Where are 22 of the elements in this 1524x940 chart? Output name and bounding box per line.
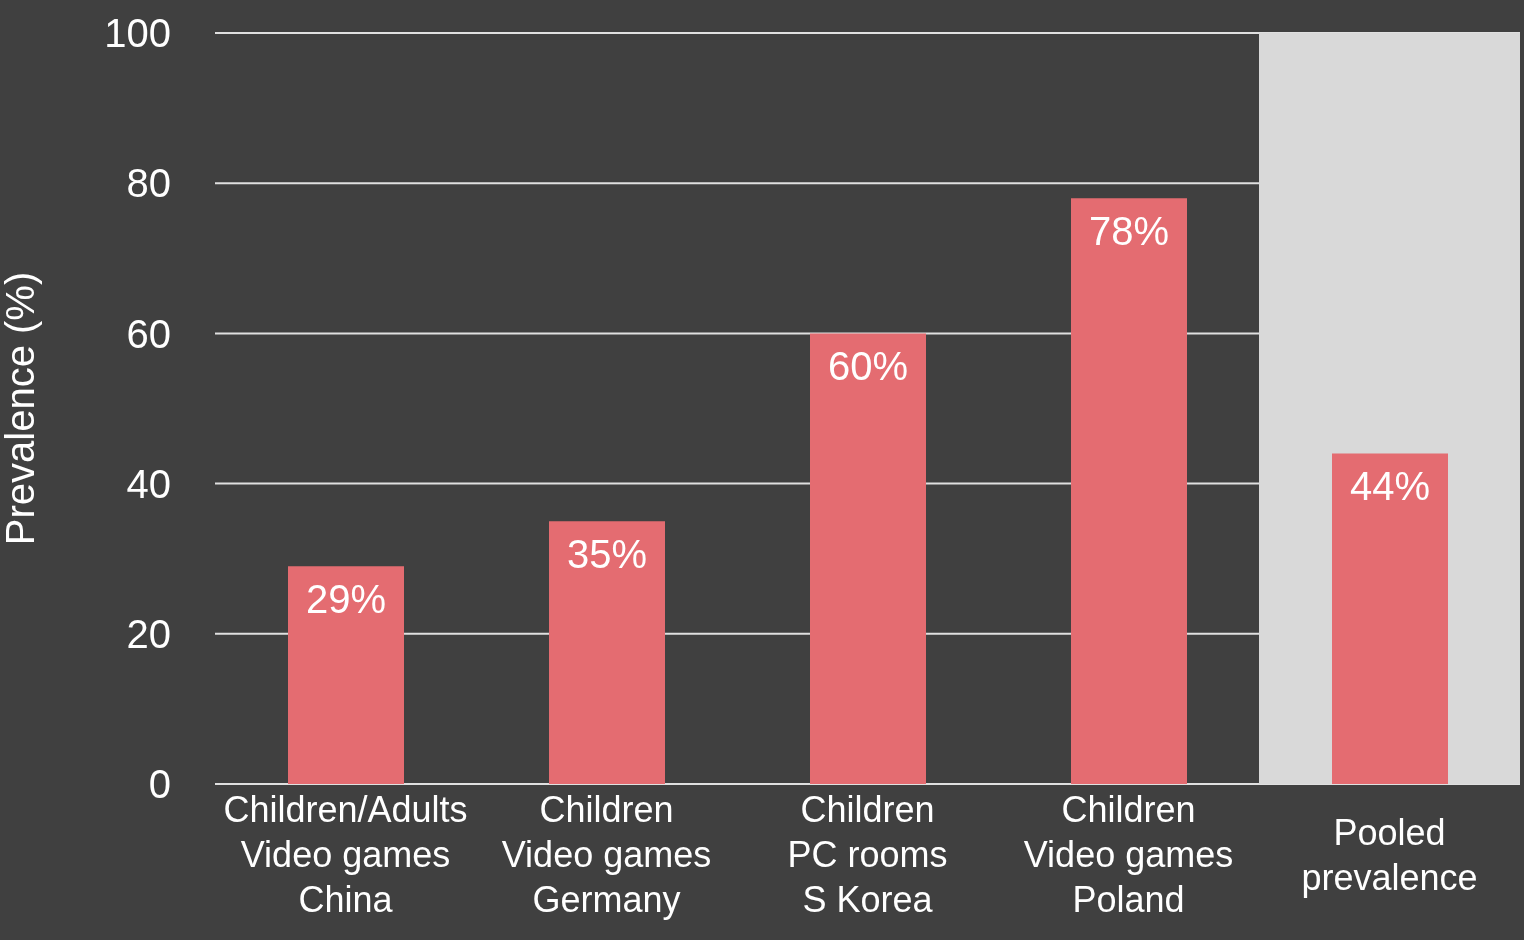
x-tick-label: Children Video games Germany bbox=[501, 789, 712, 920]
x-tick-label: Children PC rooms S Korea bbox=[787, 789, 948, 920]
x-tick-label: Children Video games Poland bbox=[1023, 789, 1234, 920]
y-tick-label: 40 bbox=[126, 461, 171, 506]
bar bbox=[1332, 453, 1448, 784]
data-label: 35% bbox=[566, 531, 648, 576]
bar bbox=[288, 566, 404, 784]
x-tick-label: Pooled prevalence bbox=[1301, 811, 1478, 898]
x-tick-label: Children/Adults Video games China bbox=[223, 789, 468, 920]
y-tick-label: 100 bbox=[104, 11, 171, 56]
y-tick-label: 20 bbox=[126, 612, 171, 656]
data-label: 78% bbox=[1088, 208, 1170, 253]
y-tick-label: 60 bbox=[126, 311, 171, 356]
y-axis-title: Prevalence (%) bbox=[0, 271, 43, 546]
y-tick-label: 0 bbox=[148, 762, 171, 807]
data-label: 29% bbox=[305, 576, 387, 621]
bar bbox=[1071, 198, 1187, 784]
data-label: 44% bbox=[1349, 463, 1431, 508]
bar bbox=[810, 333, 926, 784]
y-tick-label: 80 bbox=[126, 161, 171, 206]
bar bbox=[549, 521, 665, 784]
data-label: 60% bbox=[827, 343, 909, 388]
